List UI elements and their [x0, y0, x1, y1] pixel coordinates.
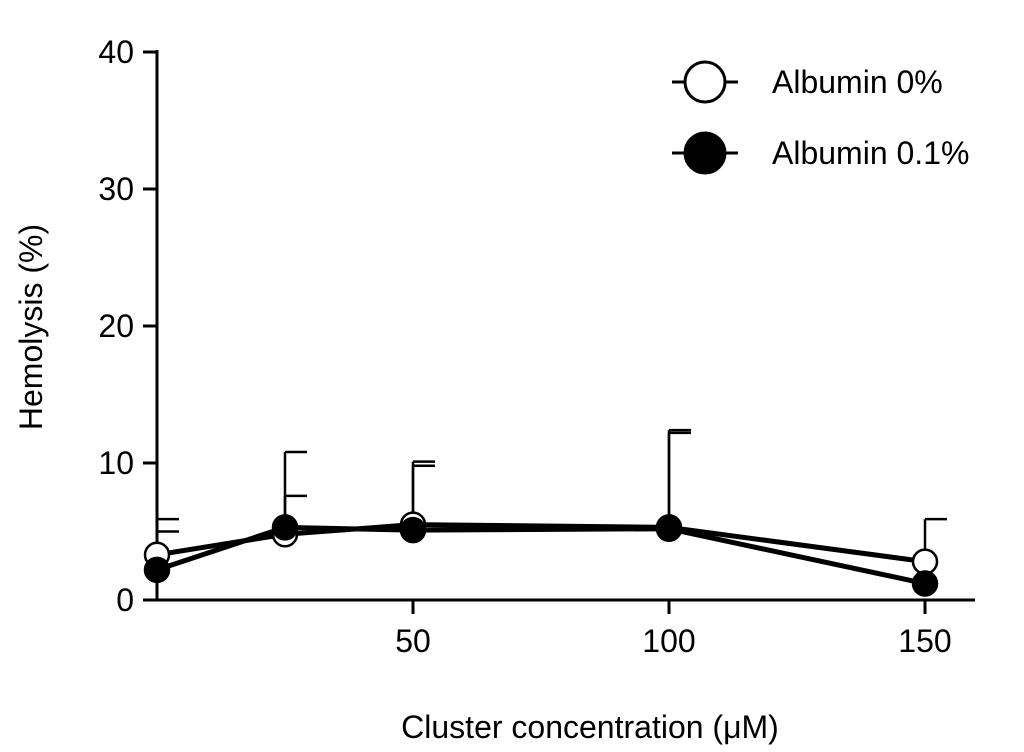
legend-item-albumin-0-1: Albumin 0.1%: [672, 131, 969, 175]
legend-marker-albumin-0: [683, 60, 727, 104]
legend-marker-albumin-0-1: [683, 131, 727, 175]
data-points: [143, 511, 939, 597]
data-point: [911, 570, 939, 597]
data-point: [399, 516, 427, 544]
ticks: 0 10 20 30 40 50 100 150: [98, 34, 951, 659]
y-tick-label: 20: [98, 308, 134, 344]
legend-item-albumin-0: Albumin 0%: [672, 60, 943, 104]
x-tick-label: 50: [395, 623, 431, 659]
y-tick-label: 30: [98, 171, 134, 207]
y-axis-title: Hemolysis (%): [13, 224, 49, 430]
data-point: [271, 514, 299, 541]
y-tick-label: 10: [98, 445, 134, 481]
y-tick-label: 40: [98, 34, 134, 70]
x-axis-title: Cluster concentration (μM): [401, 709, 779, 745]
legend-label-albumin-0: Albumin 0%: [772, 64, 943, 100]
data-point: [911, 548, 939, 575]
x-tick-label: 150: [898, 623, 951, 659]
y-tick-label: 0: [116, 582, 134, 618]
legend-label-albumin-0-1: Albumin 0.1%: [772, 135, 969, 171]
data-point: [655, 515, 683, 543]
legend: Albumin 0% Albumin 0.1%: [672, 60, 969, 175]
data-point: [143, 556, 171, 584]
x-tick-label: 100: [642, 623, 695, 659]
